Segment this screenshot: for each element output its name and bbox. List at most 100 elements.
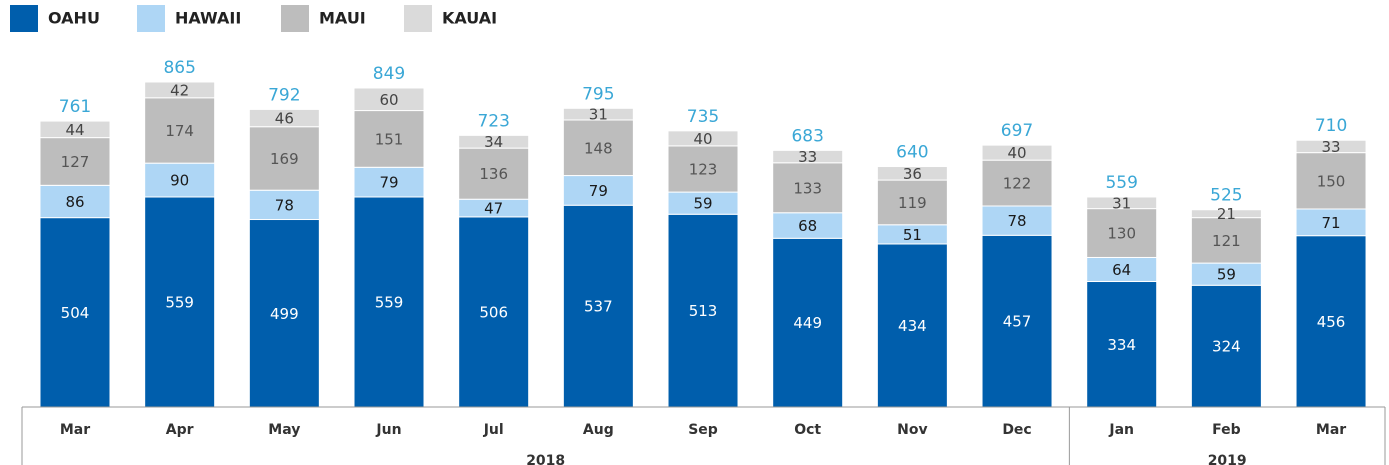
group-label: 2019 [1208,453,1247,465]
segment-label: 148 [584,139,613,157]
bar-segment [144,97,216,164]
total-label: 640 [896,143,928,163]
segment-label: 79 [589,182,608,200]
total-label: 683 [791,126,823,146]
bar-segment [876,179,948,226]
bar-segment [981,205,1053,236]
bar-segment [1086,208,1158,258]
total-label: 525 [1210,186,1242,206]
segment-label: 71 [1321,214,1340,232]
segment-label: 324 [1212,338,1241,356]
bar-segment [39,184,111,219]
segment-label: 40 [693,130,712,148]
segment-label: 334 [1107,336,1136,354]
x-tick-label: Jul [483,422,504,438]
x-tick-label: May [268,422,300,438]
bar-segment [1190,209,1262,219]
legend-label: HAWAII [175,9,241,28]
bar-segment [876,166,948,181]
segment-label: 559 [165,293,194,311]
bar-segment [144,81,216,99]
x-tick-label: Dec [1002,422,1031,438]
segment-label: 127 [61,153,90,171]
segment-label: 47 [484,200,503,218]
legend-swatch [10,5,38,32]
x-tick-label: Jan [1108,422,1134,438]
bar-segment [981,159,1053,207]
segment-label: 31 [1112,194,1131,212]
bar-segment [458,147,530,200]
total-label: 735 [687,107,719,127]
segment-label: 150 [1317,172,1346,190]
bar-segment [667,213,739,408]
segment-label: 499 [270,305,299,323]
bar-segment [353,110,425,168]
x-tick-label: Mar [60,422,90,438]
segment-label: 60 [379,91,398,109]
total-label: 710 [1315,116,1347,136]
legend-swatch [137,5,165,32]
segment-label: 457 [1003,313,1032,331]
bar-segment [1190,217,1262,264]
segment-label: 133 [793,179,822,197]
segment-label: 513 [689,302,718,320]
segment-label: 51 [903,226,922,244]
segment-label: 90 [170,172,189,190]
total-label: 559 [1105,173,1137,193]
x-tick-label: Feb [1212,422,1241,438]
segment-label: 169 [270,150,299,168]
bar-segment [772,237,844,408]
segment-label: 122 [1003,175,1032,193]
bar-segment [562,204,634,408]
segment-label: 456 [1317,313,1346,331]
bar-segment [1190,284,1262,408]
segment-label: 136 [479,165,508,183]
segment-label: 119 [898,194,927,212]
bar-segment [772,162,844,214]
group-label: 2018 [526,453,565,465]
segment-label: 78 [275,196,294,214]
bar-segment [353,196,425,408]
bar-segment [144,162,216,198]
bar-segment [981,144,1053,161]
legend-swatch [281,5,309,32]
segment-label: 44 [65,121,84,139]
bar-segment [144,196,216,408]
x-tick-label: Aug [583,422,614,438]
segment-label: 449 [793,314,822,332]
segment-label: 504 [61,304,90,322]
segment-label: 36 [903,165,922,183]
segment-label: 21 [1217,205,1236,223]
segment-label: 31 [589,106,608,124]
segment-label: 42 [170,81,189,99]
segment-label: 537 [584,298,613,316]
x-tick-label: Oct [794,422,821,438]
bar-segment [353,87,425,112]
segment-label: 59 [1217,266,1236,284]
segment-label: 79 [379,174,398,192]
total-label: 697 [1001,121,1033,141]
legend-swatch [404,5,432,32]
segment-label: 130 [1107,225,1136,243]
segment-label: 46 [275,110,294,128]
bar-segment [39,217,111,408]
bar-segment [248,126,320,191]
bar-segment [562,175,634,206]
total-label: 792 [268,85,300,105]
segment-label: 64 [1112,261,1131,279]
x-tick-label: Sep [688,422,718,438]
segment-label: 68 [798,217,817,235]
bar-segment [248,189,320,221]
bar-segment [562,107,634,121]
bar-segment [248,108,320,128]
segment-label: 506 [479,303,508,321]
x-tick-label: Apr [166,422,194,438]
segment-label: 59 [693,195,712,213]
legend-label: KAUAI [442,9,497,28]
legend-label: OAHU [48,9,100,28]
segment-label: 40 [1007,144,1026,162]
bar-segment [876,243,948,408]
bar-segment [1086,196,1158,210]
bar-segment [248,219,320,408]
